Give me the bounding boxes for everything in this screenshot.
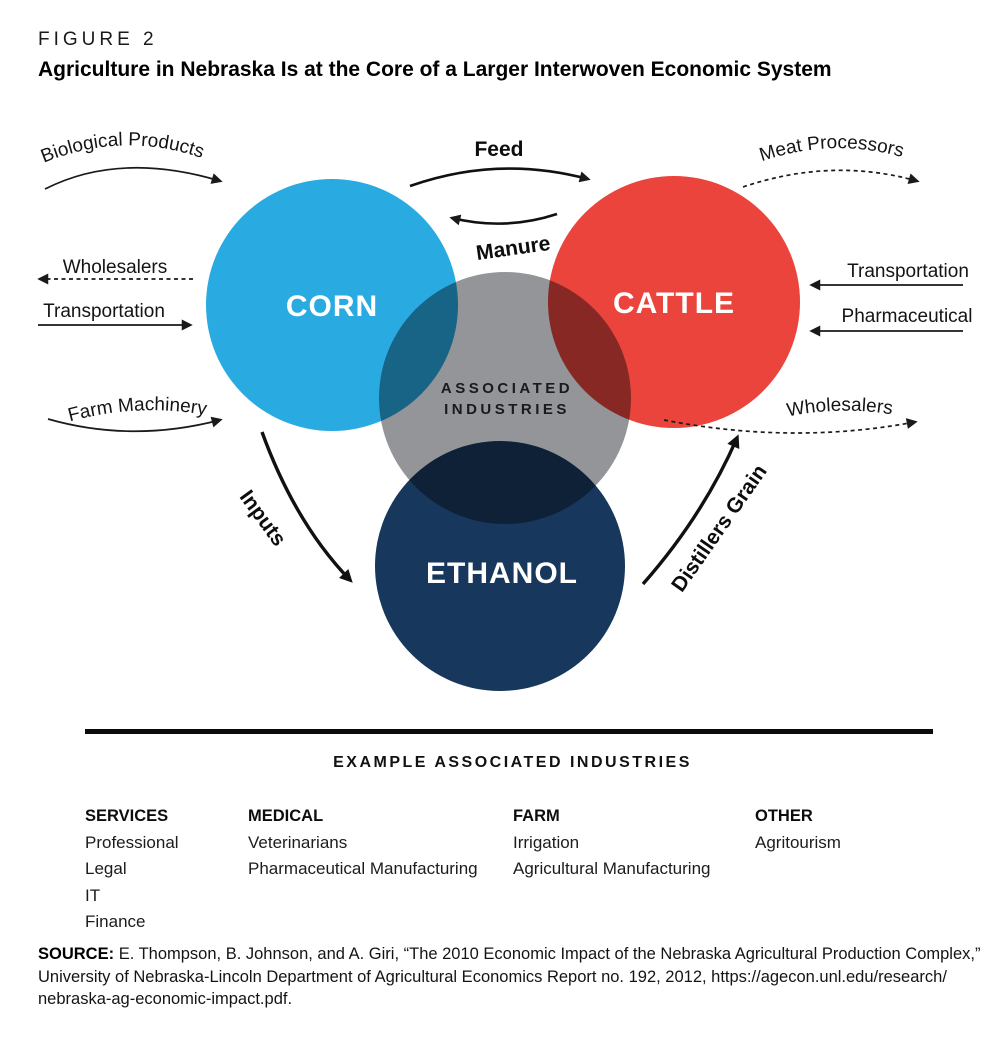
column-item: Irrigation bbox=[513, 832, 580, 852]
figure-kicker: FIGURE 2 bbox=[38, 29, 158, 50]
distillers-grain-label: Distillers Grain bbox=[667, 461, 772, 597]
meat-processors-label: Meat Processors bbox=[757, 132, 906, 166]
figure-title: Agriculture in Nebraska Is at the Core o… bbox=[38, 58, 832, 81]
wholesalers-right-arrow bbox=[663, 418, 918, 434]
feed-label: Feed bbox=[474, 138, 523, 161]
industries-heading: EXAMPLE ASSOCIATED INDUSTRIES bbox=[333, 754, 692, 771]
column-item: Agricultural Manufacturing bbox=[513, 859, 711, 878]
source-note: SOURCE: E. Thompson, B. Johnson, and A. … bbox=[38, 943, 983, 1011]
source-line: University of Nebraska-Lincoln Departmen… bbox=[38, 967, 947, 986]
feed-arrow bbox=[409, 167, 591, 188]
source-line: nebraska-ag-economic-impact.pdf. bbox=[38, 990, 293, 1008]
column-header: OTHER bbox=[755, 807, 813, 825]
associated-industries-label-line1: ASSOCIATED bbox=[441, 380, 573, 397]
column-item: Agritourism bbox=[755, 832, 841, 852]
corn-label: CORN bbox=[286, 290, 378, 323]
farm-machinery-arrow bbox=[47, 416, 223, 433]
pharmaceutical-label: Pharmaceutical bbox=[842, 306, 973, 327]
venn-diagram: CORN CATTLE ETHANOL ASSOCIATED INDUSTRIE… bbox=[37, 129, 973, 691]
wholesalers-left-label: Wholesalers bbox=[63, 257, 168, 278]
ethanol-circle bbox=[375, 441, 625, 691]
wholesalers-right-label: Wholesalers bbox=[785, 395, 894, 422]
manure-arrow bbox=[449, 212, 558, 226]
cattle-label: CATTLE bbox=[613, 287, 735, 320]
farm-machinery-label: Farm Machinery bbox=[66, 394, 209, 426]
transportation-right-label: Transportation bbox=[847, 261, 969, 282]
industries-column-services: SERVICES Professional Legal IT Finance bbox=[85, 803, 179, 936]
column-header: FARM bbox=[513, 807, 560, 825]
circles-layer bbox=[206, 176, 800, 691]
column-item: IT bbox=[85, 885, 101, 905]
divider-rule bbox=[85, 729, 933, 734]
column-item: Finance bbox=[85, 912, 146, 931]
column-header: MEDICAL bbox=[248, 807, 324, 825]
transportation-left-label: Transportation bbox=[43, 301, 165, 322]
distillers-grain-arrow bbox=[641, 434, 740, 586]
biological-products-label: Biological Products bbox=[38, 129, 207, 167]
biological-products-arrow bbox=[44, 166, 223, 190]
external-arrows-layer bbox=[37, 166, 963, 434]
column-item: Legal bbox=[85, 859, 127, 878]
column-item: Professional bbox=[85, 832, 179, 852]
source-text: E. Thompson, B. Johnson, and A. Giri, “T… bbox=[118, 945, 981, 963]
source-label: SOURCE: bbox=[38, 945, 115, 963]
industries-column-medical: MEDICAL Veterinarians Pharmaceutical Man… bbox=[248, 803, 478, 883]
industries-column-farm: FARM Irrigation Agricultural Manufacturi… bbox=[513, 803, 710, 883]
column-header: SERVICES bbox=[85, 807, 169, 825]
inputs-arrow bbox=[260, 431, 353, 583]
column-item: Pharmaceutical Manufacturing bbox=[248, 859, 478, 878]
meat-processors-arrow bbox=[742, 169, 920, 188]
flow-arrows-layer bbox=[260, 167, 740, 586]
associated-industries-label-line2: INDUSTRIES bbox=[444, 401, 570, 418]
column-item: Veterinarians bbox=[248, 832, 348, 852]
ethanol-label: ETHANOL bbox=[426, 557, 578, 590]
inputs-label: Inputs bbox=[235, 486, 291, 550]
source-line: SOURCE: E. Thompson, B. Johnson, and A. … bbox=[38, 943, 983, 966]
manure-label: Manure bbox=[475, 232, 552, 265]
industries-column-other: OTHER Agritourism bbox=[755, 803, 841, 856]
